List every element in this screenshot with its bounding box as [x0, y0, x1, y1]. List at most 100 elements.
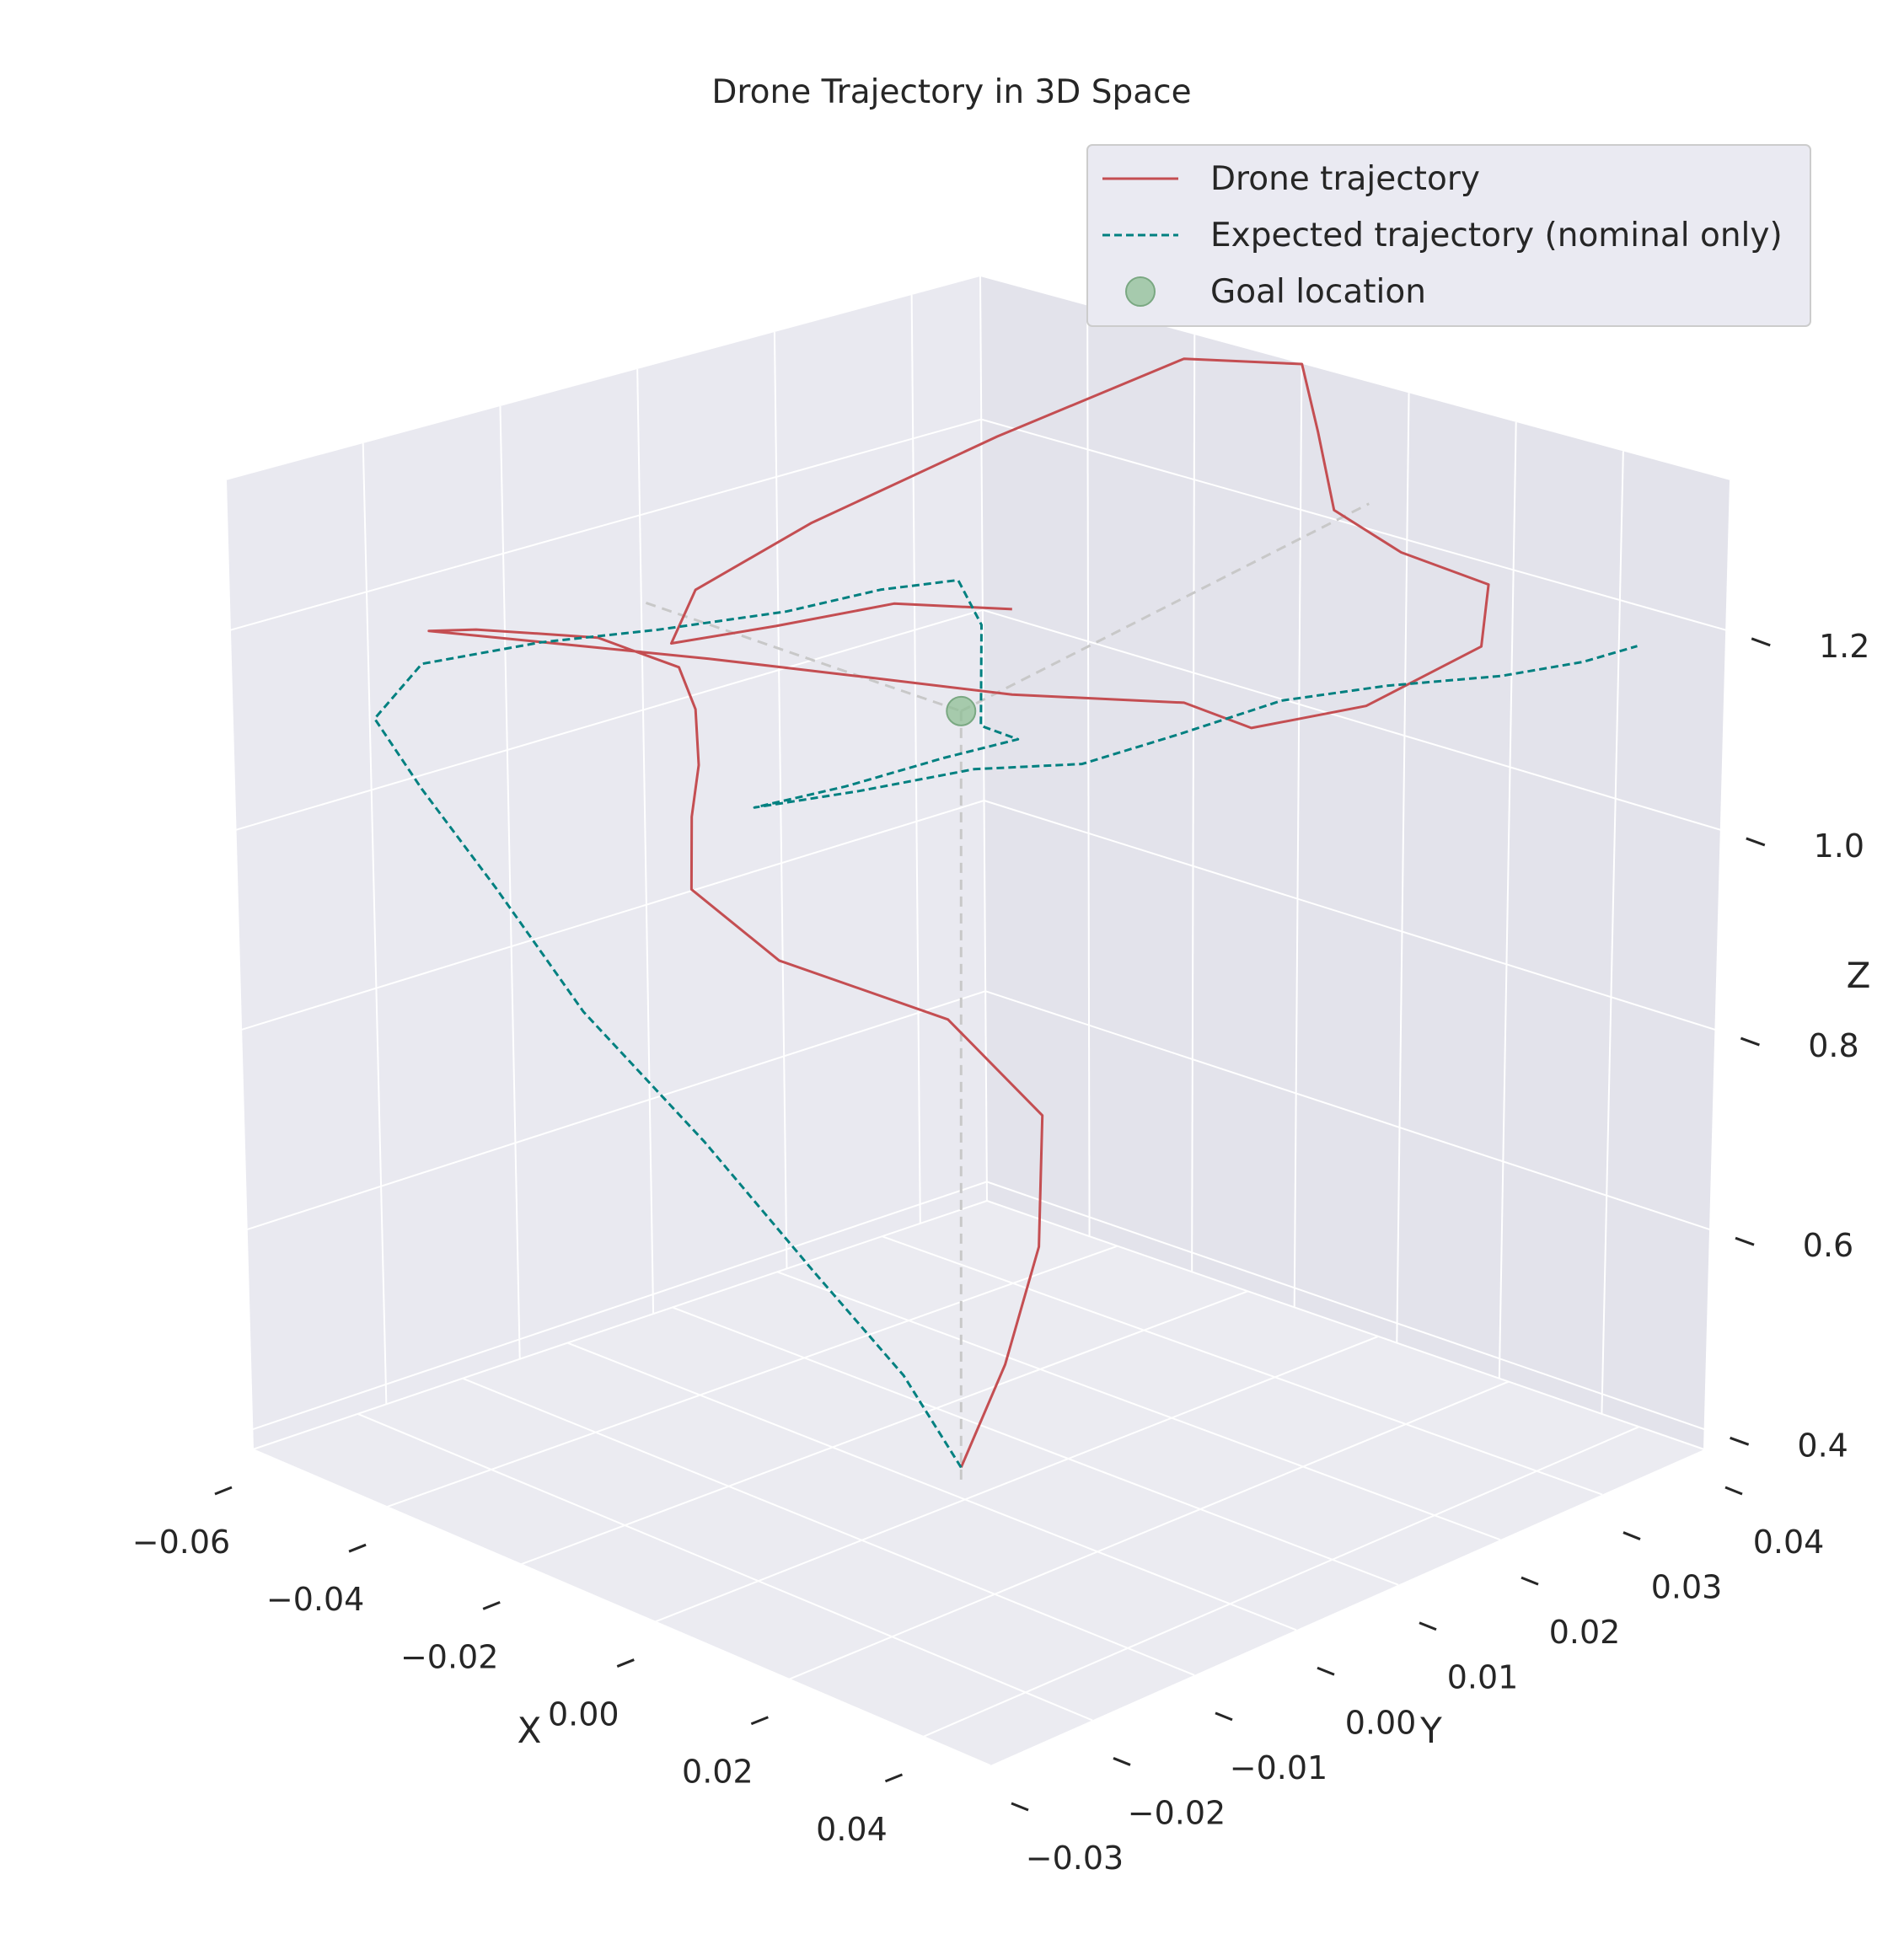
legend-box — [1086, 144, 1811, 327]
grid-line-z-left — [235, 608, 984, 831]
y-tick-mark — [1113, 1757, 1131, 1766]
grid-line-x-floor — [252, 1200, 988, 1450]
floor-pane — [253, 1201, 1704, 1765]
grid-line-y-wall — [979, 276, 988, 1202]
z-tick-mark — [1751, 637, 1771, 647]
x-tick-mark — [214, 1486, 233, 1496]
drone-trajectory-line — [427, 357, 1490, 1468]
grid-line-y-floor — [986, 1200, 1705, 1450]
goal-drop-lines — [645, 502, 1370, 1486]
grid-line-y-floor — [462, 1377, 1195, 1676]
grid-line-x-floor — [923, 1426, 1640, 1738]
y-tick-mark — [1011, 1802, 1029, 1812]
back-left-pane — [226, 276, 987, 1449]
y-tick-mark — [1317, 1666, 1335, 1676]
legend-expected-label: Expected trajectory (nominal only) — [1210, 217, 1783, 254]
y-tick-label: 0.00 — [1345, 1704, 1417, 1741]
grid-line-y-wall — [1191, 335, 1196, 1272]
grid-line-z-right — [984, 800, 1716, 1031]
legend-drone-label: Drone trajectory — [1210, 160, 1480, 198]
z-tick-label: 0.4 — [1797, 1427, 1848, 1464]
grid-line-z-left — [246, 990, 986, 1231]
grid-lines — [225, 276, 1731, 1766]
y-tick-mark — [1215, 1711, 1233, 1722]
y-tick-label: 0.04 — [1753, 1524, 1825, 1561]
goal-drop-line-x — [645, 601, 962, 713]
grid-line-z-right — [984, 990, 1711, 1231]
grid-line-y-floor — [252, 1449, 991, 1766]
grid-line-z-right — [982, 608, 1722, 831]
grid-line-z-left — [229, 418, 982, 631]
y-tick-label: −0.02 — [1128, 1794, 1226, 1831]
grid-line-y-wall — [1086, 305, 1091, 1237]
expected-trajectory-line — [373, 578, 1638, 1469]
grid-line-y-wall — [1293, 363, 1303, 1308]
y-axis-label: Y — [1419, 1710, 1442, 1751]
z-tick-mark — [1735, 1236, 1755, 1246]
x-axis-label: X — [518, 1710, 542, 1751]
z-tick-label: 1.2 — [1819, 628, 1869, 665]
legend-goal-marker — [1125, 276, 1156, 307]
grid-line-y-floor — [672, 1306, 1399, 1586]
x-tick-label: −0.02 — [400, 1638, 498, 1675]
trajectory-lines — [373, 357, 1638, 1469]
z-tick-mark — [1746, 837, 1766, 847]
grid-line-y-floor — [882, 1235, 1603, 1496]
x-tick-mark — [482, 1600, 501, 1610]
axis-ticks: −0.06−0.04−0.020.000.020.04−0.03−0.02−0.… — [132, 628, 1870, 1877]
z-tick-mark — [1730, 1436, 1750, 1446]
y-tick-label: 0.02 — [1549, 1614, 1621, 1651]
z-tick-label: 1.0 — [1814, 828, 1864, 865]
y-tick-mark — [1419, 1621, 1437, 1631]
grid-line-y-floor — [776, 1271, 1501, 1541]
grid-line-x-floor — [788, 1380, 1510, 1680]
grid-line-x-wall — [636, 368, 655, 1315]
z-tick-mark — [1740, 1036, 1760, 1047]
x-tick-mark — [750, 1716, 769, 1726]
grid-line-y-wall — [1498, 421, 1517, 1379]
grid-line-x-floor — [386, 1245, 1118, 1508]
z-axis-label: Z — [1847, 955, 1871, 996]
y-tick-label: 0.03 — [1651, 1569, 1723, 1606]
axes-panes — [226, 276, 1730, 1765]
x-tick-label: 0.02 — [682, 1754, 754, 1791]
x-tick-mark — [884, 1773, 904, 1783]
grid-line-y-wall — [1703, 479, 1731, 1450]
y-tick-label: −0.03 — [1026, 1840, 1124, 1877]
grid-line-z-left — [240, 800, 984, 1031]
grid-line-x-wall — [362, 442, 388, 1405]
x-tick-label: 0.04 — [816, 1811, 888, 1848]
x-tick-mark — [348, 1543, 367, 1553]
grid-line-y-wall — [1396, 393, 1410, 1343]
y-tick-label: −0.01 — [1230, 1749, 1327, 1786]
legend-goal-label: Goal location — [1210, 273, 1426, 311]
goal-marker-layer — [946, 695, 977, 726]
grid-line-z-right — [980, 418, 1727, 631]
grid-line-y-wall — [1601, 451, 1624, 1414]
y-tick-mark — [1724, 1486, 1743, 1496]
y-tick-mark — [1622, 1531, 1641, 1540]
z-tick-label: 0.6 — [1803, 1227, 1853, 1264]
grid-line-x-wall — [225, 479, 254, 1450]
x-tick-label: −0.06 — [132, 1524, 230, 1561]
grid-line-x-wall — [910, 294, 921, 1224]
x-tick-label: 0.00 — [548, 1696, 619, 1733]
x-tick-label: −0.04 — [266, 1581, 364, 1618]
legend: Drone trajectory Expected trajectory (no… — [1086, 144, 1811, 327]
grid-line-x-wall — [499, 405, 521, 1359]
grid-line-z-left — [252, 1181, 988, 1431]
y-tick-label: 0.01 — [1447, 1659, 1519, 1696]
z-tick-label: 0.8 — [1808, 1027, 1858, 1064]
chart-title: Drone Trajectory in 3D Space — [711, 73, 1191, 111]
x-tick-mark — [616, 1658, 635, 1668]
back-right-pane — [980, 276, 1730, 1449]
goal-location-marker — [946, 695, 977, 726]
grid-line-x-floor — [520, 1290, 1248, 1566]
grid-line-z-right — [986, 1181, 1705, 1431]
grid-line-y-floor — [566, 1342, 1297, 1631]
grid-line-x-floor — [654, 1335, 1379, 1623]
grid-line-x-wall — [773, 331, 788, 1269]
goal-drop-line-y — [960, 502, 1370, 713]
y-tick-mark — [1521, 1576, 1539, 1586]
grid-line-y-floor — [357, 1412, 1093, 1722]
